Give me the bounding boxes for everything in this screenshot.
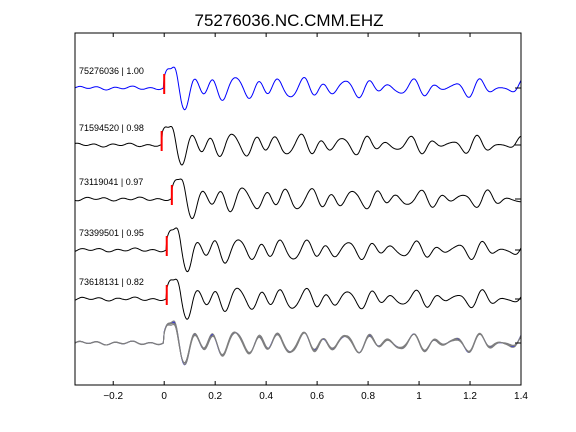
trace-line	[74, 278, 522, 320]
trace-label: 75276036 | 1.00	[79, 66, 144, 76]
trace-line	[74, 178, 522, 220]
trace-line	[74, 227, 522, 273]
x-tick-label: 0.2	[208, 391, 222, 402]
x-axis: −0.2 0 0.2 0.4 0.6 0.8 1 1.2 1.4	[103, 33, 528, 402]
x-tick-label: 1.2	[463, 391, 477, 402]
chart-title: 75276036.NC.CMM.EHZ	[195, 11, 384, 30]
x-tick-label: 1	[416, 391, 422, 402]
pick-markers	[160, 74, 173, 305]
x-tick-label: 0.4	[259, 391, 273, 402]
trace-label: 71594520 | 0.98	[79, 123, 144, 133]
trace-label: 73618131 | 0.82	[79, 277, 144, 287]
trace-line	[74, 66, 522, 111]
trace-label: 73119041 | 0.97	[79, 177, 143, 187]
axes-box	[74, 32, 522, 386]
x-tick-label: 0.8	[361, 391, 375, 402]
trace-panel	[74, 66, 522, 366]
x-tick-label: 0	[161, 391, 167, 402]
overlay-line	[74, 322, 522, 364]
x-tick-label: −0.2	[103, 391, 123, 402]
trace-label: 73399501 | 0.95	[79, 228, 144, 238]
trace-line	[74, 126, 522, 166]
x-tick-label: 0.6	[310, 391, 324, 402]
trace-labels: 75276036 | 1.00 71594520 | 0.98 73119041 |…	[79, 66, 144, 287]
x-tick-label: 1.4	[514, 391, 528, 402]
